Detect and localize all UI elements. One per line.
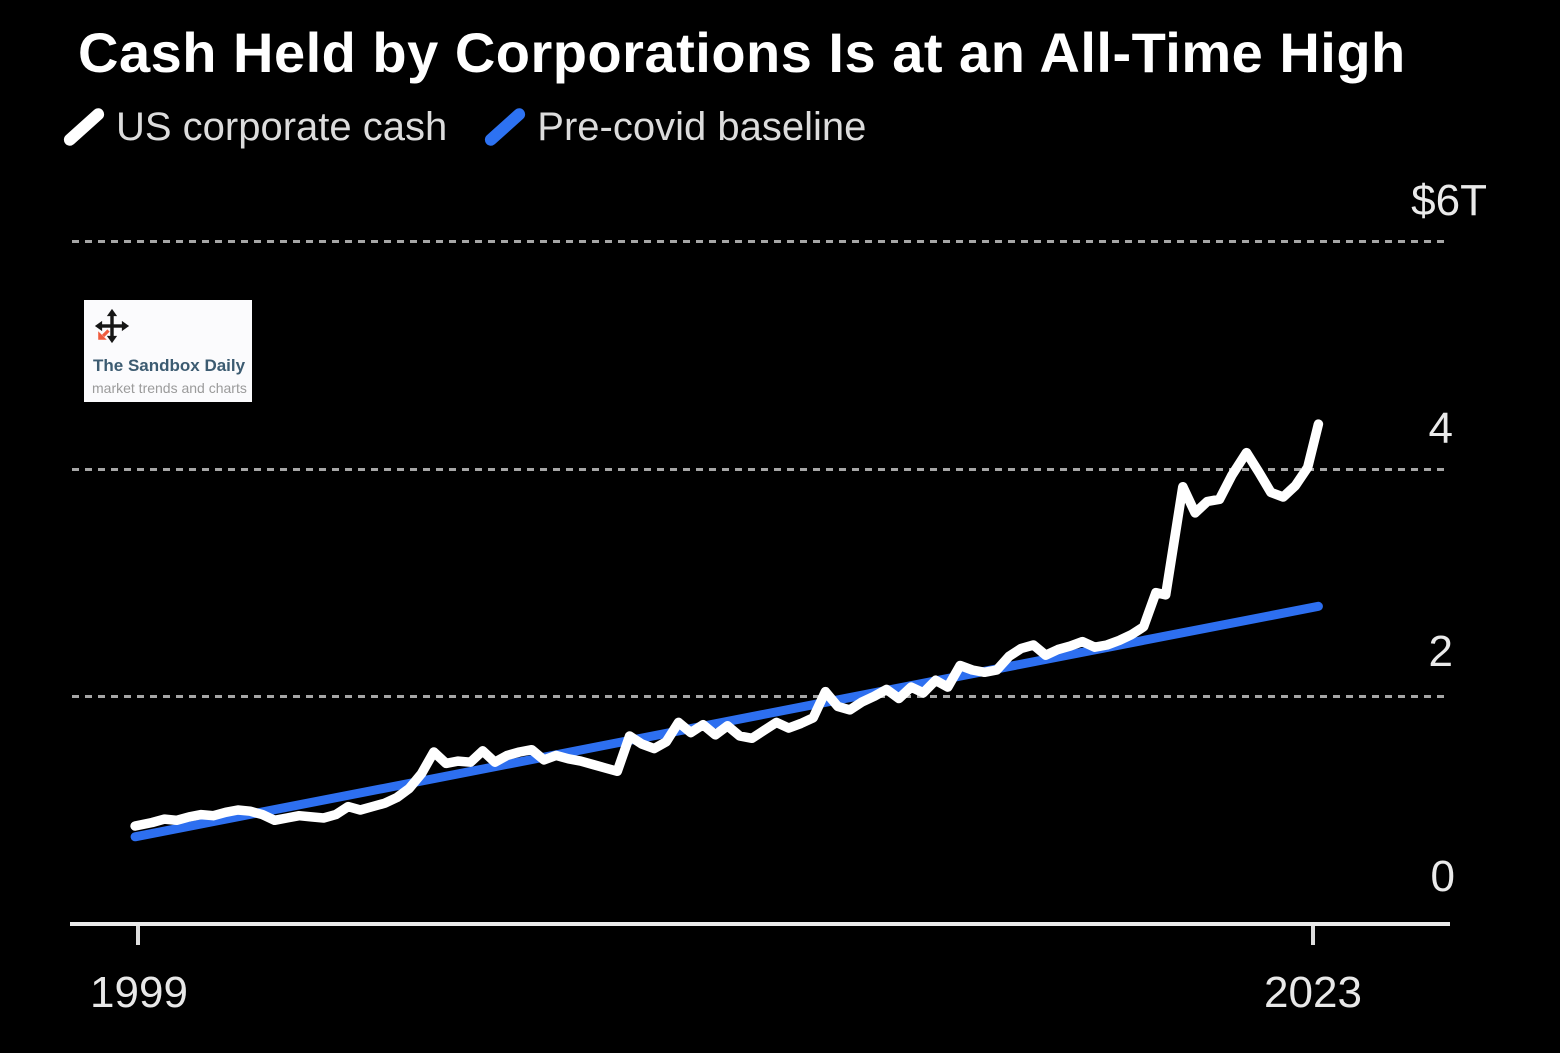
legend: US corporate cash Pre-covid baseline: [61, 98, 867, 156]
x-axis-tick-1999: [136, 926, 140, 945]
gridline-4t: [72, 468, 1450, 471]
y-axis-label-6t: $6T: [1411, 176, 1487, 225]
us-corporate-cash-line: [130, 419, 1324, 831]
chart-title: Cash Held by Corporations Is at an All-T…: [78, 21, 1406, 84]
x-axis-label-1999: 1999: [90, 968, 188, 1017]
legend-label-pre-covid-baseline: Pre-covid baseline: [537, 104, 867, 149]
legend-item-pre-covid-baseline: Pre-covid baseline: [482, 102, 867, 152]
legend-item-us-corporate-cash: US corporate cash: [61, 102, 448, 152]
legend-label-us-corporate-cash: US corporate cash: [116, 104, 448, 149]
watermark-card: The Sandbox Daily market trends and char…: [84, 300, 252, 402]
gridline-6t: [72, 240, 1450, 243]
x-axis-line: [70, 922, 1450, 926]
watermark-subtitle: market trends and charts: [92, 380, 247, 396]
gridline-2t: [72, 695, 1450, 698]
y-axis-label-4: 4: [1428, 404, 1453, 453]
watermark-title: The Sandbox Daily: [93, 356, 246, 375]
x-axis-tick-2023: [1311, 926, 1315, 945]
move-arrows-icon: [94, 308, 130, 344]
y-axis-label-0: 0: [1430, 852, 1455, 901]
y-axis-label-2: 2: [1428, 627, 1453, 676]
x-axis-label-2023: 2023: [1264, 968, 1362, 1017]
